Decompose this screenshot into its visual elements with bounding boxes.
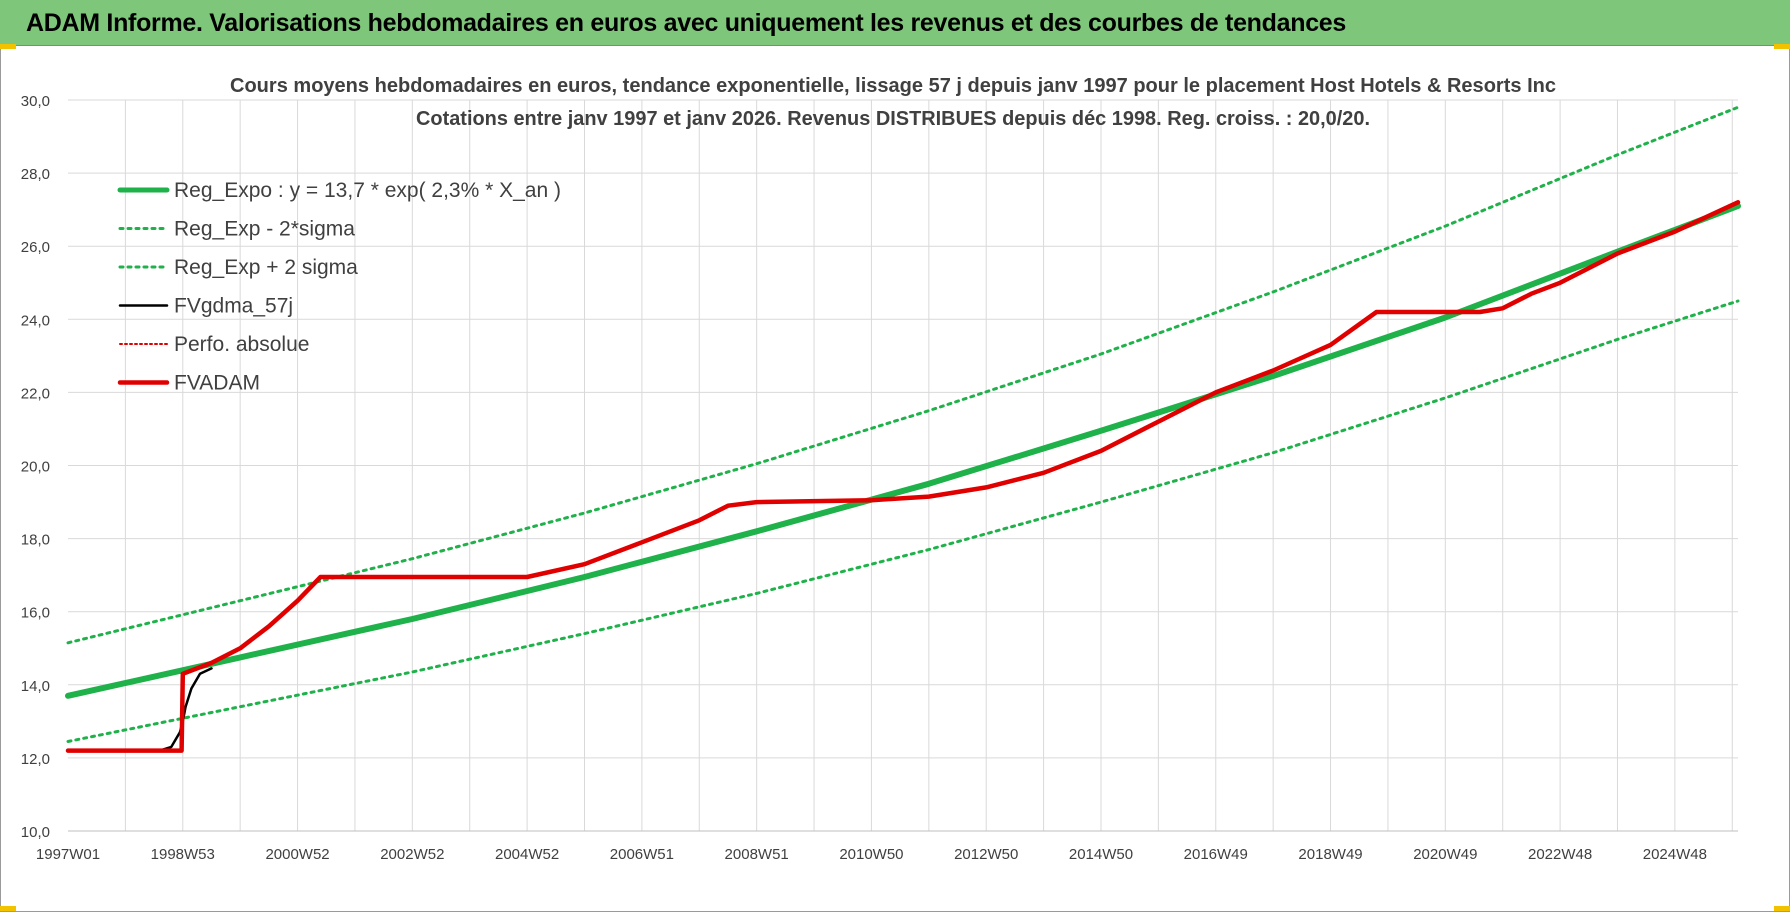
y-tick-label: 20,0	[21, 459, 50, 476]
x-tick-label: 2010W50	[839, 846, 903, 863]
x-tick-label: 2024W48	[1643, 846, 1707, 863]
y-tick-label: 14,0	[21, 678, 50, 695]
x-tick-label: 2004W52	[495, 846, 559, 863]
y-tick-label: 24,0	[21, 312, 50, 329]
chart-titles: Cours moyens hebdomadaires en euros, ten…	[230, 75, 1556, 130]
x-tick-label: 1998W53	[151, 846, 215, 863]
reg-expo-line	[65, 203, 1741, 699]
legend-label: FVgdma_57j	[174, 295, 293, 318]
y-tick-label: 26,0	[21, 239, 50, 256]
x-tick-label: 2014W50	[1069, 846, 1133, 863]
corner-mark-top-right	[1774, 44, 1790, 49]
legend-label: FVADAM	[174, 372, 260, 395]
corner-mark-bottom-left	[0, 906, 16, 911]
y-tick-label: 10,0	[21, 824, 50, 841]
corner-mark-top-left	[0, 44, 16, 49]
legend-label: Perfo. absolue	[174, 333, 309, 356]
legend-label: Reg_Exp + 2 sigma	[174, 256, 358, 279]
series	[65, 105, 1741, 753]
axes: 10,0 12,0 14,0 16,0 18,0 20,0 22,0 24,0 26,0 28,0…	[21, 93, 1738, 863]
y-tick-label: 22,0	[21, 385, 50, 402]
x-tick-label: 2018W49	[1298, 846, 1362, 863]
y-tick-label: 30,0	[21, 93, 50, 110]
report-title: ADAM Informe. Valorisations hebdomadaire…	[26, 9, 1347, 37]
x-tick-label: 1997W01	[36, 846, 100, 863]
x-tick-label: 2022W48	[1528, 846, 1592, 863]
legend: Reg_Expo : y = 13,7 * exp( 2,3% * X_an )…	[117, 179, 561, 395]
reg-exp-plus-2sigma-line	[66, 105, 1740, 645]
x-tick-label: 2002W52	[380, 846, 444, 863]
chart-title: Cours moyens hebdomadaires en euros, ten…	[230, 75, 1556, 97]
y-tick-label: 28,0	[21, 166, 50, 183]
corner-mark-bottom-right	[1774, 906, 1790, 911]
x-tick-label: 2000W52	[265, 846, 329, 863]
report-header: ADAM Informe. Valorisations hebdomadaire…	[0, 0, 1790, 46]
chart-subtitle: Cotations entre janv 1997 et janv 2026. …	[416, 108, 1370, 130]
fvadam-line	[65, 200, 1741, 753]
x-tick-label: 2012W50	[954, 846, 1018, 863]
x-tick-label: 2016W49	[1184, 846, 1248, 863]
y-tick-label: 12,0	[21, 751, 50, 768]
legend-label: Reg_Exp - 2*sigma	[174, 218, 355, 241]
y-tick-label: 18,0	[21, 532, 50, 549]
grid	[68, 99, 1738, 832]
legend-label: Reg_Expo : y = 13,7 * exp( 2,3% * X_an )	[174, 179, 561, 202]
x-tick-label: 2008W51	[725, 846, 789, 863]
reg-exp-minus-2sigma-line	[66, 299, 1740, 743]
x-tick-label: 2006W51	[610, 846, 674, 863]
y-tick-label: 16,0	[21, 605, 50, 622]
x-tick-label: 2020W49	[1413, 846, 1477, 863]
